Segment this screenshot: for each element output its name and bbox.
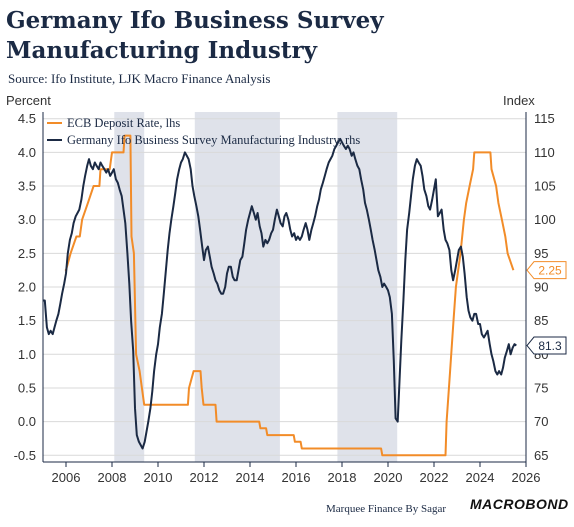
left-axis-label: Percent bbox=[6, 93, 51, 108]
left-tick-label: -0.5 bbox=[14, 448, 36, 463]
left-tick-label: 1.0 bbox=[18, 347, 36, 362]
right-tick-label: 100 bbox=[534, 212, 556, 227]
series-line-1 bbox=[43, 137, 517, 450]
left-tick-label: 2.0 bbox=[18, 280, 36, 295]
x-tick-label: 2006 bbox=[52, 470, 81, 485]
end-label-value-1: 81.3 bbox=[538, 339, 562, 353]
right-tick-label: 75 bbox=[534, 380, 548, 395]
right-tick-label: 115 bbox=[534, 111, 555, 126]
left-tick-label: 4.0 bbox=[18, 145, 36, 160]
right-tick-label: 70 bbox=[534, 414, 548, 429]
legend-label-ifo: Germany Ifo Business Survey Manufacturin… bbox=[67, 133, 360, 147]
left-tick-label: 4.5 bbox=[18, 111, 36, 126]
x-tick-label: 2010 bbox=[144, 470, 173, 485]
left-tick-label: 3.0 bbox=[18, 212, 36, 227]
right-axis-label: Index bbox=[503, 93, 535, 108]
x-tick-label: 2024 bbox=[466, 470, 495, 485]
left-tick-label: 0.5 bbox=[18, 380, 36, 395]
x-tick-label: 2014 bbox=[236, 470, 265, 485]
x-tick-label: 2012 bbox=[190, 470, 219, 485]
end-label-box-1 bbox=[526, 336, 567, 355]
end-label-value-0: 2.25 bbox=[538, 264, 562, 278]
end-label-box-0 bbox=[526, 261, 567, 280]
x-tick-label: 2022 bbox=[420, 470, 449, 485]
brand-logo: MACROBOND bbox=[470, 496, 569, 512]
right-tick-label: 85 bbox=[534, 313, 548, 328]
footer-credit: Marquee Finance By Sagar bbox=[326, 503, 447, 515]
x-tick-label: 2018 bbox=[328, 470, 357, 485]
legend: ECB Deposit Rate, lhs Germany Ifo Busine… bbox=[47, 116, 360, 147]
left-tick-label: 0.0 bbox=[18, 414, 36, 429]
axes: -0.5 0.0 0.5 1.0 1.5 2.0 2.5 3.0 3.5 4.0 4.5 65 70 75… bbox=[6, 93, 556, 485]
right-tick-label: 95 bbox=[534, 246, 548, 261]
x-tick-label: 2020 bbox=[374, 470, 403, 485]
left-tick-label: 2.5 bbox=[18, 246, 36, 261]
legend-label-ecb: ECB Deposit Rate, lhs bbox=[67, 116, 180, 130]
right-tick-label: 105 bbox=[534, 179, 556, 194]
chart-source: Source: Ifo Institute, LJK Macro Finance… bbox=[8, 71, 271, 86]
chart-title: Germany Ifo Business Survey Manufacturin… bbox=[6, 7, 384, 64]
x-tick-label: 2026 bbox=[512, 470, 541, 485]
left-tick-label: 3.5 bbox=[18, 179, 36, 194]
series-lines bbox=[43, 134, 517, 457]
right-tick-label: 110 bbox=[534, 145, 555, 160]
right-tick-label: 90 bbox=[534, 280, 548, 295]
x-tick-label: 2016 bbox=[282, 470, 311, 485]
left-tick-label: 1.5 bbox=[18, 313, 36, 328]
right-tick-label: 65 bbox=[534, 448, 548, 463]
end-labels: 2.25 81.3 bbox=[526, 261, 567, 355]
x-tick-label: 2008 bbox=[98, 470, 127, 485]
